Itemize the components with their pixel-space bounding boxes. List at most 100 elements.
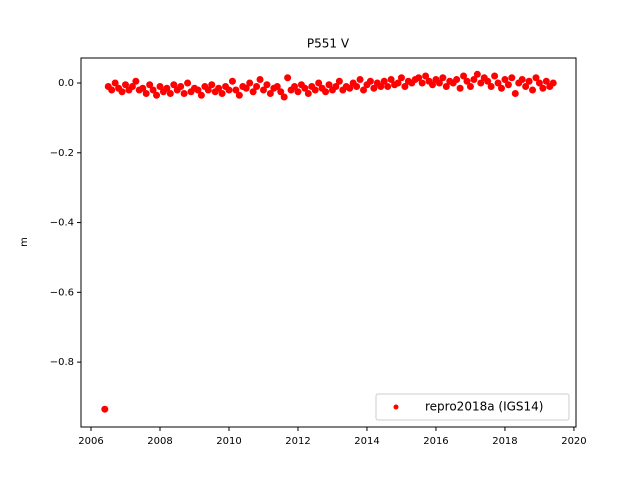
point xyxy=(204,86,212,94)
point xyxy=(225,86,233,94)
point xyxy=(311,86,319,94)
point xyxy=(325,81,333,89)
point xyxy=(146,81,154,89)
point xyxy=(456,84,464,92)
point xyxy=(539,84,547,92)
point xyxy=(118,88,126,96)
point xyxy=(273,83,281,91)
point xyxy=(356,76,364,84)
legend-marker xyxy=(393,404,399,410)
point xyxy=(418,79,426,87)
y-tick-label: 0.0 xyxy=(58,78,74,89)
point xyxy=(218,89,226,97)
point xyxy=(194,86,202,94)
point xyxy=(246,79,254,87)
point xyxy=(542,77,550,85)
point xyxy=(335,77,343,85)
point xyxy=(466,83,474,91)
point xyxy=(170,81,178,89)
legend-label: repro2018a (IGS14) xyxy=(425,400,543,414)
point xyxy=(132,77,140,85)
y-axis-label: m xyxy=(19,237,30,247)
point xyxy=(525,77,533,85)
point xyxy=(215,84,223,92)
point xyxy=(491,72,499,80)
point xyxy=(353,83,361,91)
point xyxy=(111,79,119,87)
point xyxy=(166,89,174,97)
point xyxy=(387,76,395,84)
point xyxy=(101,405,109,413)
point xyxy=(532,74,540,82)
point xyxy=(163,84,171,92)
point xyxy=(184,79,192,87)
point xyxy=(322,88,330,96)
point xyxy=(397,74,405,82)
point xyxy=(153,91,161,99)
point xyxy=(487,83,495,91)
point xyxy=(439,74,447,82)
point xyxy=(142,89,150,97)
point xyxy=(422,72,430,80)
point xyxy=(477,79,485,87)
y-tick-label: −0.4 xyxy=(50,218,74,229)
point xyxy=(156,83,164,91)
point xyxy=(266,89,274,97)
point xyxy=(529,86,537,94)
chart-title: P551 V xyxy=(307,37,350,51)
point xyxy=(253,83,261,91)
y-tick-label: −0.6 xyxy=(50,287,74,298)
y-tick-label: −0.8 xyxy=(50,357,74,368)
point xyxy=(473,70,481,78)
y-tick-label: −0.2 xyxy=(50,148,74,159)
x-tick-label: 2012 xyxy=(285,436,310,447)
point xyxy=(501,76,509,84)
point xyxy=(494,79,502,87)
x-tick-label: 2010 xyxy=(216,436,241,447)
point xyxy=(535,79,543,87)
point xyxy=(242,84,250,92)
point xyxy=(470,76,478,84)
x-tick-label: 2018 xyxy=(492,436,517,447)
x-tick-label: 2008 xyxy=(147,436,172,447)
point xyxy=(291,83,299,91)
point xyxy=(121,81,129,89)
point xyxy=(108,86,116,94)
point xyxy=(377,83,385,91)
point xyxy=(429,81,437,89)
point xyxy=(401,83,409,91)
point xyxy=(380,77,388,85)
point xyxy=(504,81,512,89)
point xyxy=(149,86,157,94)
x-tick-label: 2014 xyxy=(354,436,379,447)
x-tick-label: 2006 xyxy=(78,436,103,447)
point xyxy=(549,79,557,87)
point xyxy=(256,76,264,84)
point xyxy=(518,76,526,84)
point xyxy=(360,86,368,94)
point xyxy=(370,84,378,92)
point xyxy=(435,79,443,87)
point xyxy=(497,84,505,92)
point xyxy=(522,83,530,91)
point xyxy=(249,88,257,96)
point xyxy=(284,74,292,82)
point xyxy=(235,91,243,99)
point xyxy=(277,88,285,96)
point xyxy=(508,74,516,82)
point xyxy=(294,88,302,96)
point xyxy=(177,83,185,91)
point xyxy=(384,83,392,91)
point xyxy=(128,83,136,91)
point xyxy=(460,72,468,80)
point xyxy=(442,83,450,91)
point xyxy=(180,89,188,97)
point xyxy=(139,84,147,92)
x-tick-label: 2020 xyxy=(561,436,586,447)
point xyxy=(415,74,423,82)
point xyxy=(197,91,205,99)
point xyxy=(228,77,236,85)
plot-frame xyxy=(80,57,577,428)
x-tick-label: 2016 xyxy=(423,436,448,447)
